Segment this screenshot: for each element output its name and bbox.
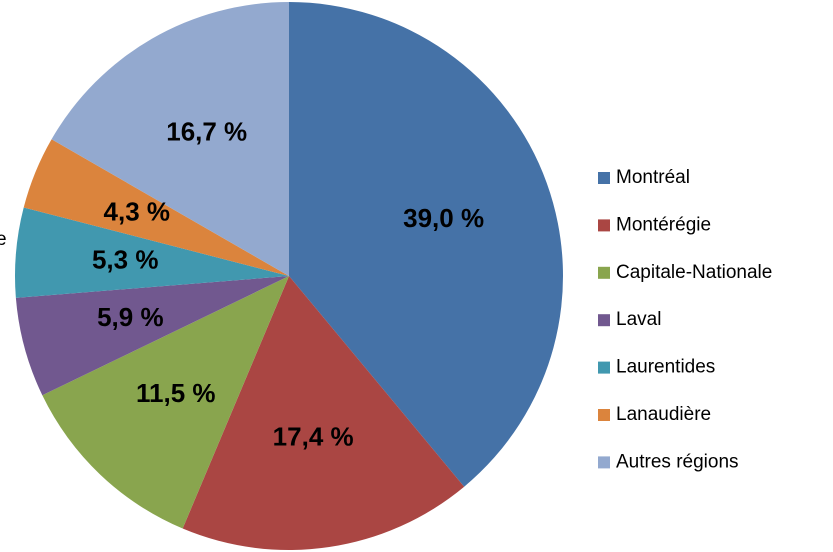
pie-slice xyxy=(15,276,289,396)
pie-slice xyxy=(14,207,289,298)
legend-label: Laurentides xyxy=(616,357,715,378)
legend-swatch xyxy=(598,219,610,232)
value-label: 17,4 % xyxy=(273,421,354,451)
pie-slice xyxy=(182,276,465,550)
annotation: e xyxy=(0,229,7,250)
legend-swatch xyxy=(598,361,610,374)
value-label: 5,3 % xyxy=(92,245,159,275)
legend-label: Lanaudière xyxy=(616,404,711,425)
value-label: 5,9 % xyxy=(97,302,164,332)
value-label: 11,5 % xyxy=(136,378,216,408)
legend-swatch xyxy=(598,409,610,421)
legend-label: Autres régions xyxy=(616,451,739,472)
value-label: 16,7 % xyxy=(166,117,247,147)
pie-slice xyxy=(23,139,289,276)
legend-label: Montréal xyxy=(616,167,690,188)
legend-swatch xyxy=(598,456,610,469)
legend-swatch xyxy=(598,172,610,184)
legend-label: Capitale-Nationale xyxy=(616,262,772,283)
pie-slice xyxy=(289,2,563,487)
pie-slice xyxy=(51,2,290,276)
legend-swatch xyxy=(598,266,610,279)
value-label: 39,0 % xyxy=(403,203,484,233)
legend-swatch xyxy=(598,314,610,327)
pie-slice xyxy=(42,276,289,529)
legend-label: Montérégie xyxy=(616,214,711,235)
legend-label: Laval xyxy=(616,309,661,330)
value-label: 4,3 % xyxy=(104,197,171,227)
